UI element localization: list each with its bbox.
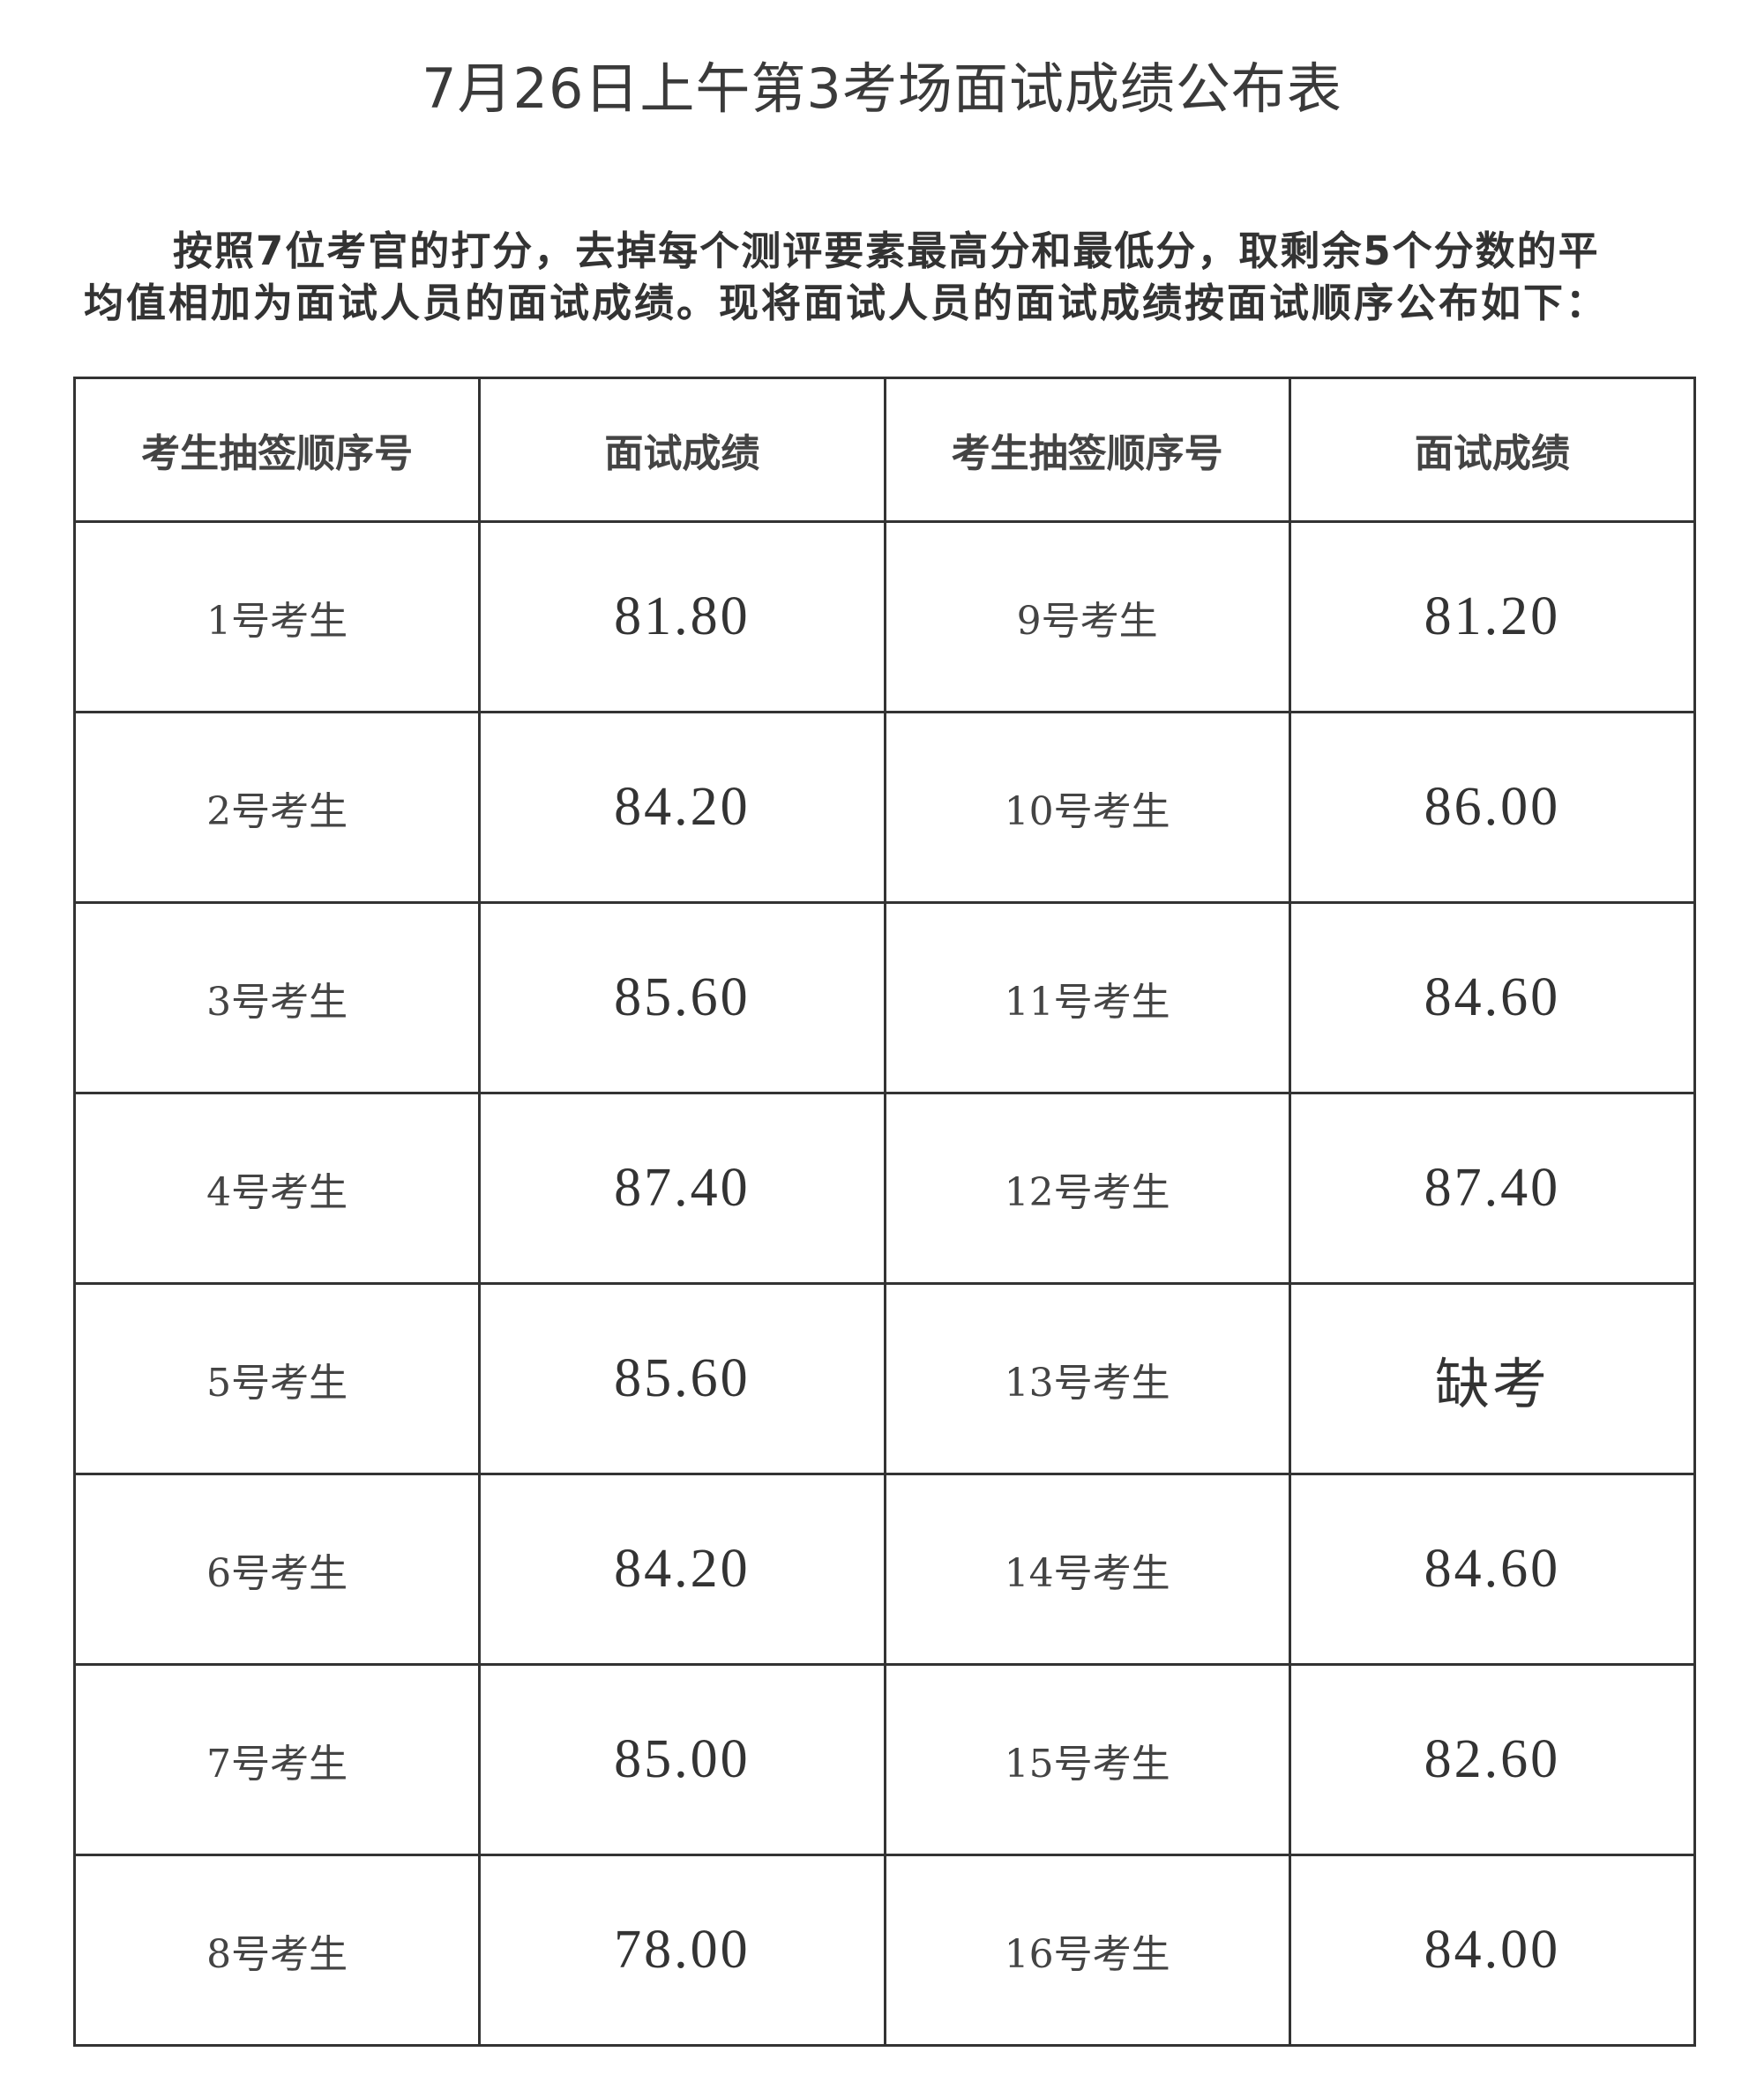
- candidate-cell: 4号考生: [72, 1092, 482, 1285]
- candidate-cell: 8号考生: [72, 1854, 482, 2047]
- score-cell: 82.60: [1288, 1663, 1697, 1856]
- score-cell: 缺考: [1288, 1282, 1697, 1475]
- header-order-no: 考生抽签顺序号: [72, 377, 482, 523]
- table-row: 5号考生 85.60 13号考生 缺考: [72, 1282, 1697, 1475]
- score-table: 考生抽签顺序号 面试成绩 考生抽签顺序号 面试成绩 1号考生 81.80 9号考生 8…: [72, 377, 1697, 2047]
- score-cell: 84.60: [1288, 901, 1697, 1094]
- table-row: 1号考生 81.80 9号考生 81.20: [72, 520, 1697, 713]
- header-score: 面试成绩: [1288, 377, 1697, 523]
- candidate-cell: 12号考生: [883, 1092, 1291, 1285]
- score-cell: 84.60: [1288, 1473, 1697, 1666]
- candidate-cell: 2号考生: [72, 711, 482, 904]
- header-score: 面试成绩: [478, 377, 886, 523]
- candidate-cell: 1号考生: [72, 520, 482, 713]
- score-cell: 81.80: [478, 520, 886, 713]
- candidate-cell: 14号考生: [883, 1473, 1291, 1666]
- score-cell: 84.00: [1288, 1854, 1697, 2047]
- candidate-cell: 5号考生: [72, 1282, 482, 1475]
- header-order-no: 考生抽签顺序号: [883, 377, 1291, 523]
- score-cell: 85.60: [478, 901, 886, 1094]
- score-cell: 84.20: [478, 1473, 886, 1666]
- score-cell: 81.20: [1288, 520, 1697, 713]
- candidate-cell: 3号考生: [72, 901, 482, 1094]
- candidate-cell: 11号考生: [883, 901, 1291, 1094]
- intro-line-1: 按照7位考官的打分，去掉每个测评要素最高分和最低分，取剩余5个分数的平: [173, 228, 1600, 274]
- score-cell: 84.20: [478, 711, 886, 904]
- score-cell: 87.40: [478, 1092, 886, 1285]
- score-cell: 85.00: [478, 1663, 886, 1856]
- candidate-cell: 13号考生: [883, 1282, 1291, 1475]
- page-title: 7月26日上午第3考场面试成绩公布表: [422, 56, 1342, 121]
- candidate-cell: 6号考生: [72, 1473, 482, 1666]
- score-cell: 87.40: [1288, 1092, 1697, 1285]
- table-row: 8号考生 78.00 16号考生 84.00: [72, 1854, 1697, 2047]
- score-cell: 78.00: [478, 1854, 886, 2047]
- table-row: 2号考生 84.20 10号考生 86.00: [72, 711, 1697, 904]
- candidate-cell: 10号考生: [883, 711, 1291, 904]
- table-row: 4号考生 87.40 12号考生 87.40: [72, 1092, 1697, 1285]
- candidate-cell: 7号考生: [72, 1663, 482, 1856]
- candidate-cell: 16号考生: [883, 1854, 1291, 2047]
- table-row: 6号考生 84.20 14号考生 84.60: [72, 1473, 1697, 1666]
- candidate-cell: 15号考生: [883, 1663, 1291, 1856]
- table-header-row: 考生抽签顺序号 面试成绩 考生抽签顺序号 面试成绩: [72, 377, 1697, 523]
- table-row: 7号考生 85.00 15号考生 82.60: [72, 1663, 1697, 1856]
- score-cell: 86.00: [1288, 711, 1697, 904]
- intro-line-2: 均值相加为面试人员的面试成绩。现将面试人员的面试成绩按面试顺序公布如下：: [84, 280, 1609, 326]
- score-cell: 85.60: [478, 1282, 886, 1475]
- table-row: 3号考生 85.60 11号考生 84.60: [72, 901, 1697, 1094]
- candidate-cell: 9号考生: [883, 520, 1291, 713]
